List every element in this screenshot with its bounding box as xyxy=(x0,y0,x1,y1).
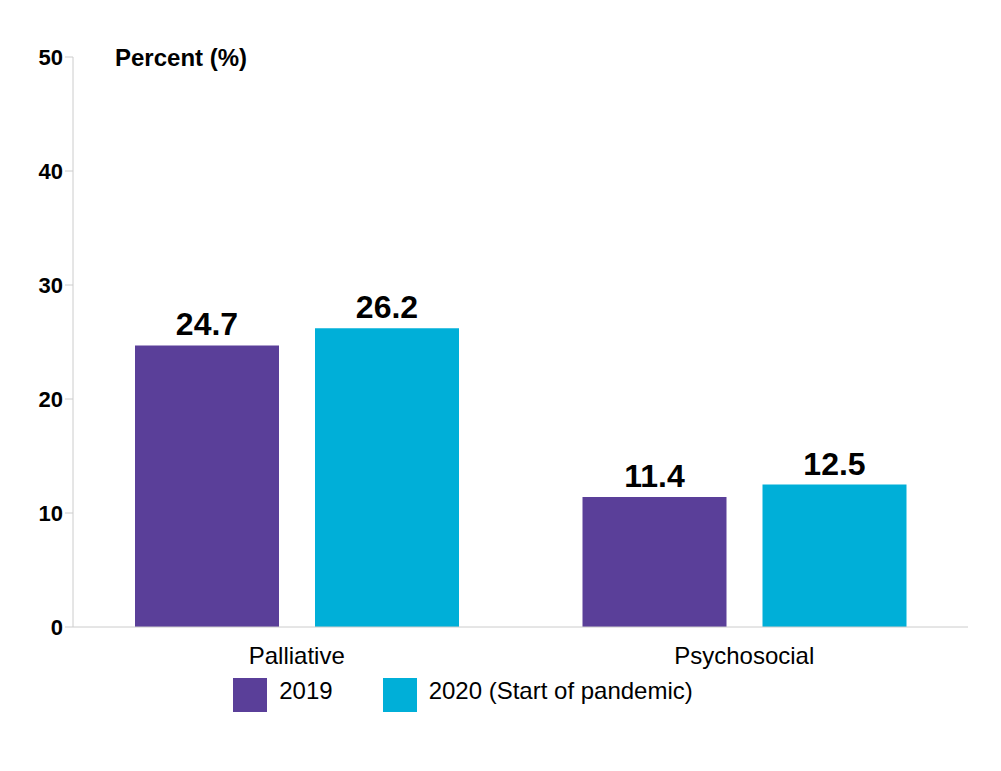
html-text:2019: 2019 xyxy=(279,677,333,704)
html-text:2020 (Start of pandemic): 2020 (Start of pandemic) xyxy=(428,677,693,704)
svg-text:10: 10 xyxy=(39,501,63,526)
svg-text:11.4: 11.4 xyxy=(624,458,685,494)
svg-text:12.5: 12.5 xyxy=(803,446,865,482)
html-text:Percent (%): Percent (%) xyxy=(115,44,247,71)
svg-text:Palliative: Palliative xyxy=(249,642,345,669)
svg-text:40: 40 xyxy=(39,159,63,184)
svg-text:50: 50 xyxy=(39,45,63,70)
svg-text:24.7: 24.7 xyxy=(176,306,238,342)
svg-text:0: 0 xyxy=(51,615,63,640)
svg-text:Psychosocial: Psychosocial xyxy=(674,642,814,669)
svg-text:20: 20 xyxy=(39,387,63,412)
svg-text:30: 30 xyxy=(39,273,63,298)
svg-text:26.2: 26.2 xyxy=(356,289,418,325)
